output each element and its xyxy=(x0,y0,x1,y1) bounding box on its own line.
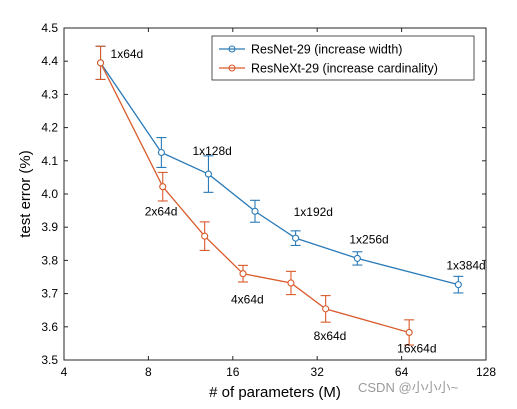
data-point xyxy=(239,270,247,278)
legend-label-0: ResNet-29 (increase width) xyxy=(251,43,402,57)
y-tick-label: 3.8 xyxy=(41,253,58,267)
data-label: 16x64d xyxy=(397,341,436,355)
data-point xyxy=(201,232,209,240)
legend-marker-0 xyxy=(228,45,236,53)
y-axis-label: test error (%) xyxy=(17,150,34,238)
legend-box xyxy=(211,35,475,81)
x-axis-label: # of parameters (M) xyxy=(209,384,341,401)
data-label: 1x192d xyxy=(294,205,333,219)
y-tick-label: 3.9 xyxy=(41,220,58,234)
data-point xyxy=(405,328,413,336)
x-tick-label: 8 xyxy=(145,365,152,379)
y-tick-label: 4.4 xyxy=(41,54,58,68)
x-tick-label: 64 xyxy=(395,365,409,379)
legend-marker-1 xyxy=(228,64,236,72)
y-tick-label: 4.1 xyxy=(41,154,58,168)
watermark: CSDN @小小小~ xyxy=(358,380,459,395)
y-tick-label: 4.2 xyxy=(41,121,58,135)
series-0 xyxy=(95,45,464,294)
x-tick-label: 4 xyxy=(61,365,68,379)
data-point xyxy=(204,170,213,178)
x-tick-label: 32 xyxy=(311,365,325,379)
data-point xyxy=(159,183,167,191)
y-tick-label: 3.6 xyxy=(41,320,58,334)
legend-label-1: ResNeXt-29 (increase cardinality) xyxy=(251,62,438,76)
data-point xyxy=(96,59,105,67)
legend: ResNet-29 (increase width) ResNeXt-29 (i… xyxy=(211,35,475,81)
series-line-0 xyxy=(100,62,459,286)
y-tick-label: 4.0 xyxy=(41,187,58,201)
y-tick-label: 3.5 xyxy=(41,353,58,367)
data-label: 4x64d xyxy=(231,293,264,307)
x-tick-label: 128 xyxy=(476,365,496,379)
data-point xyxy=(454,281,462,289)
data-point xyxy=(292,234,300,242)
data-label: 1x128d xyxy=(192,144,231,158)
data-point xyxy=(322,305,330,313)
series-1 xyxy=(95,45,415,346)
y-tick-label: 3.7 xyxy=(41,287,58,301)
data-label: 1x64d xyxy=(111,47,144,61)
y-tick-label: 4.3 xyxy=(41,87,58,101)
data-label: 2x64d xyxy=(145,205,178,219)
data-point xyxy=(251,207,259,215)
y-tick-label: 4.5 xyxy=(41,21,58,35)
data-point xyxy=(157,148,165,157)
data-point xyxy=(353,254,361,262)
data-label: 1x256d xyxy=(349,232,388,246)
data-point xyxy=(287,279,295,287)
data-label: 1x384d xyxy=(446,259,485,273)
x-tick-label: 16 xyxy=(226,365,240,379)
data-label: 8x64d xyxy=(314,329,347,343)
